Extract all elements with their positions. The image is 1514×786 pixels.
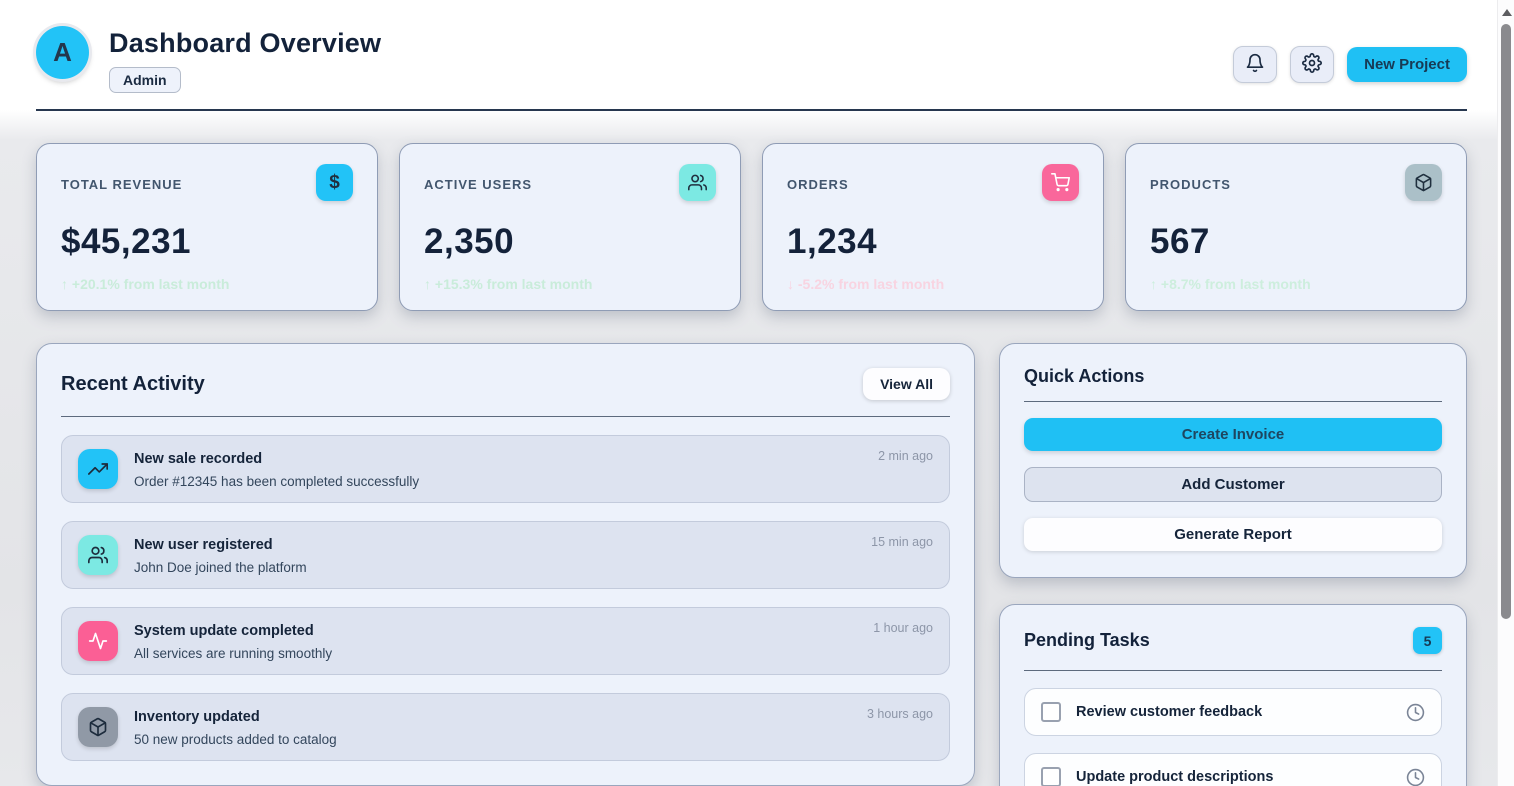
- activity-description: All services are running smoothly: [134, 646, 333, 661]
- task-label: Update product descriptions: [1076, 769, 1274, 785]
- trend-up-arrow-icon: ↑: [1150, 276, 1157, 292]
- add-customer-button[interactable]: Add Customer: [1024, 467, 1442, 502]
- scrollbar-thumb[interactable]: [1501, 24, 1511, 619]
- activity-item-system-update[interactable]: System update completed All services are…: [61, 607, 950, 675]
- users-icon: [679, 164, 716, 201]
- stat-card-products: PRODUCTS 567 ↑ +8.7% from last month: [1125, 143, 1467, 311]
- create-invoice-button[interactable]: Create Invoice: [1024, 418, 1442, 451]
- pending-tasks-panel: Pending Tasks 5 Review customer feedback…: [999, 604, 1467, 786]
- activity-item-inventory[interactable]: Inventory updated 50 new products added …: [61, 693, 950, 761]
- stat-value: 2,350: [424, 222, 515, 261]
- stats-row: TOTAL REVENUE $ $45,231 ↑ +20.1% from la…: [36, 143, 1467, 311]
- activity-timestamp: 3 hours ago: [866, 707, 933, 721]
- settings-button[interactable]: [1290, 46, 1335, 83]
- box-icon: [1405, 164, 1442, 201]
- generate-report-button[interactable]: Generate Report: [1024, 518, 1442, 551]
- header-actions: New Project: [1233, 46, 1467, 83]
- trend-down-arrow-icon: ↓: [787, 276, 794, 292]
- activity-title: Inventory updated: [134, 709, 260, 725]
- panel-divider: [1024, 401, 1442, 402]
- activity-timestamp: 2 min ago: [878, 449, 933, 463]
- cart-icon: [1042, 164, 1079, 201]
- stat-trend: ↑ +20.1% from last month: [61, 276, 230, 292]
- trend-up-arrow-icon: ↑: [424, 276, 431, 292]
- stat-value: 1,234: [787, 222, 878, 261]
- activity-title: System update completed: [134, 623, 314, 639]
- activity-description: Order #12345 has been completed successf…: [134, 474, 420, 489]
- task-item-update-descriptions[interactable]: Update product descriptions: [1024, 753, 1442, 786]
- stat-value: $45,231: [61, 222, 192, 261]
- activity-item-new-sale[interactable]: New sale recorded Order #12345 has been …: [61, 435, 950, 503]
- avatar[interactable]: A: [36, 26, 89, 79]
- stat-label: ACTIVE USERS: [424, 177, 533, 192]
- trending-up-icon: [78, 449, 118, 489]
- vertical-scrollbar[interactable]: [1497, 0, 1514, 786]
- activity-timestamp: 1 hour ago: [873, 621, 933, 635]
- activity-title: New sale recorded: [134, 451, 263, 467]
- activity-item-new-user[interactable]: New user registered John Doe joined the …: [61, 521, 950, 589]
- task-item-review-feedback[interactable]: Review customer feedback: [1024, 688, 1442, 736]
- panel-divider: [61, 416, 950, 417]
- stat-card-total-revenue: TOTAL REVENUE $ $45,231 ↑ +20.1% from la…: [36, 143, 378, 311]
- clock-icon: [1406, 768, 1425, 786]
- quick-actions-title: Quick Actions: [1024, 366, 1145, 386]
- stat-card-orders: ORDERS 1,234 ↓ -5.2% from last month: [762, 143, 1104, 311]
- stat-trend: ↑ +15.3% from last month: [424, 276, 593, 292]
- pending-tasks-count-badge: 5: [1413, 627, 1442, 654]
- activity-pulse-icon: [78, 621, 118, 661]
- notifications-button[interactable]: [1233, 46, 1278, 83]
- activity-timestamp: 15 min ago: [871, 535, 933, 549]
- stat-label: ORDERS: [787, 177, 849, 192]
- box-icon: [78, 707, 118, 747]
- task-checkbox[interactable]: [1041, 702, 1061, 722]
- header-left: A Dashboard Overview Admin: [36, 26, 381, 93]
- pending-tasks-title: Pending Tasks: [1024, 630, 1150, 650]
- right-column: Quick Actions Create Invoice Add Custome…: [999, 343, 1467, 786]
- view-all-button[interactable]: View All: [863, 368, 950, 400]
- clock-icon: [1406, 703, 1425, 722]
- stat-value: 567: [1150, 222, 1210, 261]
- title-block: Dashboard Overview Admin: [109, 26, 381, 93]
- gear-icon: [1302, 53, 1323, 76]
- header-divider: [36, 109, 1467, 111]
- activity-title: New user registered: [134, 537, 273, 553]
- stat-trend: ↑ +8.7% from last month: [1150, 276, 1311, 292]
- admin-badge: Admin: [109, 67, 181, 93]
- recent-activity-title: Recent Activity: [61, 372, 205, 395]
- bell-icon: [1245, 53, 1265, 76]
- stat-label: TOTAL REVENUE: [61, 177, 183, 192]
- page-title: Dashboard Overview: [109, 28, 382, 58]
- stat-card-active-users: ACTIVE USERS 2,350 ↑ +15.3% from last mo…: [399, 143, 741, 311]
- header: A Dashboard Overview Admin New Project: [0, 0, 1514, 93]
- main-content: Recent Activity View All New sale record…: [36, 343, 1467, 786]
- users-icon: [78, 535, 118, 575]
- activity-description: 50 new products added to catalog: [134, 732, 337, 747]
- panel-divider: [1024, 670, 1442, 671]
- stat-trend: ↓ -5.2% from last month: [787, 276, 945, 292]
- quick-actions-panel: Quick Actions Create Invoice Add Custome…: [999, 343, 1467, 578]
- scroll-up-arrow-icon[interactable]: [1502, 9, 1512, 16]
- task-label: Review customer feedback: [1076, 704, 1263, 720]
- activity-description: John Doe joined the platform: [134, 560, 307, 575]
- task-checkbox[interactable]: [1041, 767, 1061, 786]
- recent-activity-panel: Recent Activity View All New sale record…: [36, 343, 975, 786]
- stat-label: PRODUCTS: [1150, 177, 1231, 192]
- dollar-icon: $: [316, 164, 353, 201]
- new-project-button[interactable]: New Project: [1347, 47, 1467, 82]
- trend-up-arrow-icon: ↑: [61, 276, 68, 292]
